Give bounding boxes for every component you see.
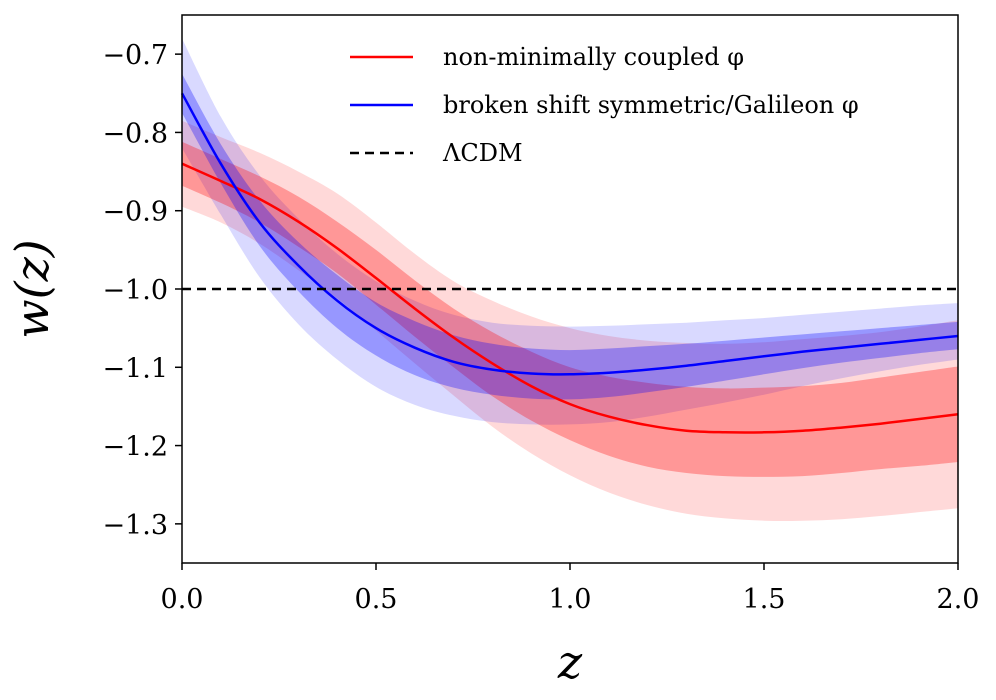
series-blue-line [180, 92, 959, 376]
series-lines [180, 92, 959, 434]
y-tick-label: −1.1 [102, 353, 168, 384]
series-red-band-1sigma [182, 141, 958, 477]
y-tick-label: −1.2 [102, 432, 168, 463]
legend-label-blue: broken shift symmetric/Galileon φ [443, 91, 859, 119]
y-tick-label: −1.3 [102, 510, 168, 541]
y-tick-label: −0.7 [102, 40, 168, 71]
legend-label-lcdm: ΛCDM [442, 139, 523, 167]
legend-label-red: non-minimally coupled φ [443, 43, 744, 71]
x-tick-label: 0.5 [355, 584, 398, 615]
series-red-band-2sigma [182, 120, 958, 521]
series-red-line [181, 162, 959, 434]
y-axis: −0.7 −0.8 −0.9 −1.0 −1.1 −1.2 −1.3 [102, 40, 182, 541]
y-tick-label: −0.9 [102, 197, 168, 228]
x-axis: 0.0 0.5 1.0 1.5 2.0 [161, 563, 980, 615]
x-tick-label: 2.0 [937, 584, 980, 615]
y-tick-label: −0.8 [102, 118, 168, 149]
series-blue-band-1sigma [182, 73, 958, 400]
legend: non-minimally coupled φ broken shift symm… [350, 43, 859, 167]
x-tick-label: 0.0 [161, 584, 204, 615]
y-axis-label: w(z) [5, 239, 59, 339]
y-tick-label: −1.0 [102, 275, 168, 306]
x-tick-label: 1.0 [549, 584, 592, 615]
x-tick-label: 1.5 [743, 584, 786, 615]
x-axis-label: z [557, 635, 583, 689]
